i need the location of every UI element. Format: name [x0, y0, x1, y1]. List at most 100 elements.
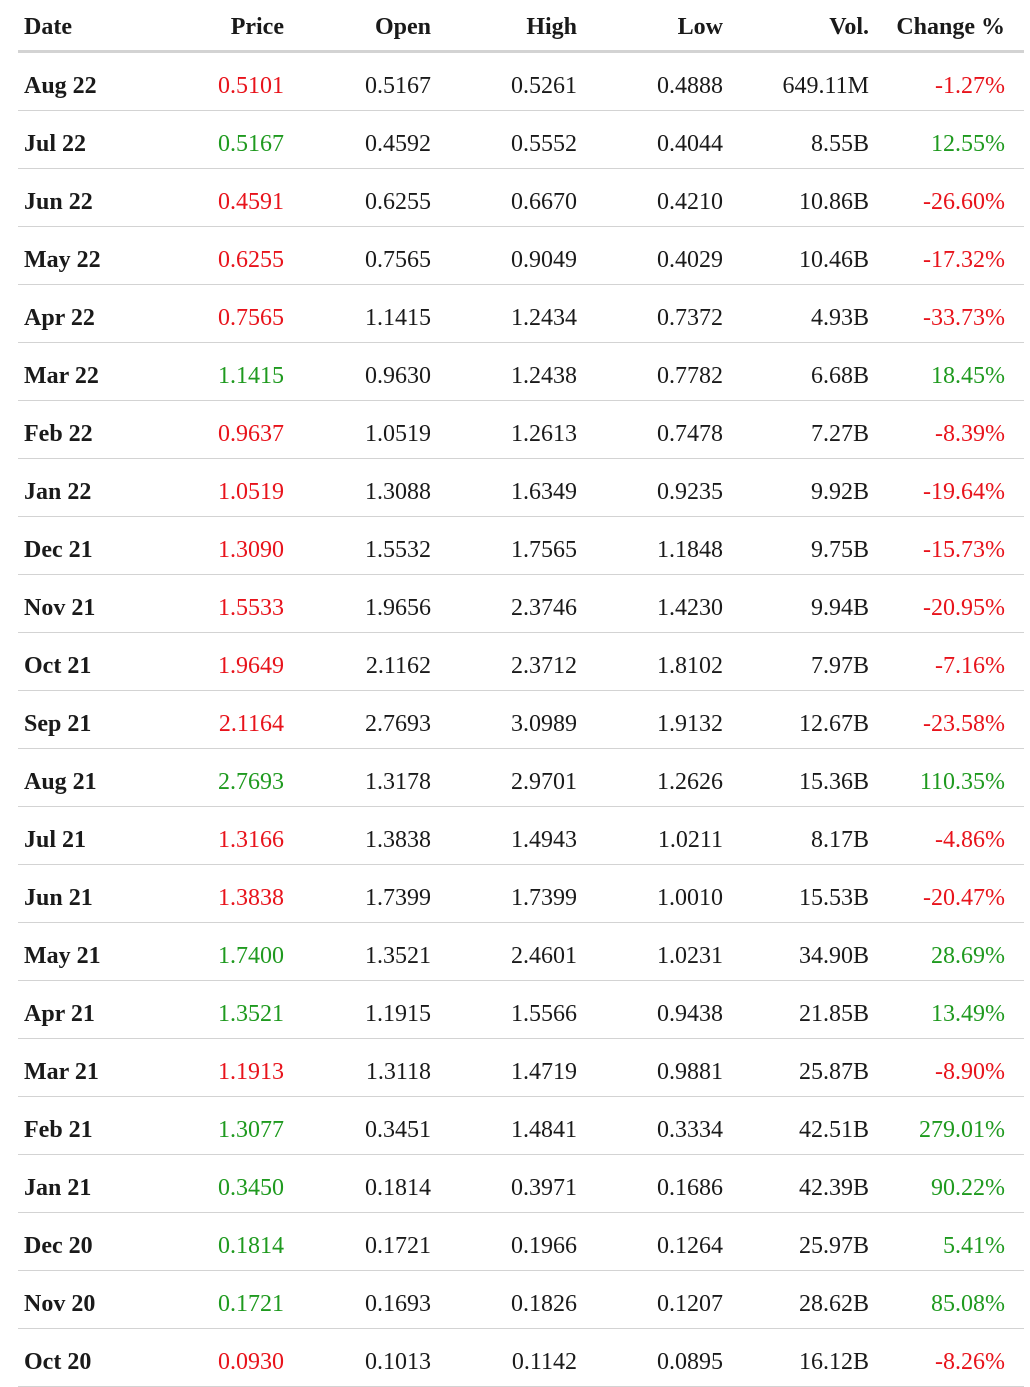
change-percent-cell: -26.60%	[923, 189, 1005, 215]
table-row: Mar 22 1.1415 0.9630 1.2438 0.7782 6.68B 18.45…	[18, 343, 1024, 401]
volume-cell: 25.97B	[798, 1233, 869, 1259]
table-row: Dec 20 0.1814 0.1721 0.1966 0.1264 25.97B 5.41…	[18, 1213, 1024, 1271]
low-cell: 0.7782	[657, 363, 723, 389]
high-cell: 0.1966	[511, 1233, 577, 1259]
high-cell: 2.3746	[511, 595, 577, 621]
volume-cell: 15.53B	[798, 885, 869, 911]
price-cell: 2.1164	[218, 711, 284, 737]
date-cell: Nov 21	[24, 595, 96, 621]
change-percent-cell: 279.01%	[919, 1117, 1005, 1143]
column-header-high[interactable]: High	[526, 13, 577, 40]
change-percent-cell: 5.41%	[943, 1233, 1005, 1259]
volume-cell: 16.12B	[798, 1349, 869, 1375]
change-percent-cell: -8.90%	[935, 1059, 1005, 1085]
open-cell: 0.1693	[365, 1291, 431, 1317]
table-row: Sep 21 2.1164 2.7693 3.0989 1.9132 12.67B -23.…	[18, 691, 1024, 749]
high-cell: 1.4719	[511, 1059, 577, 1085]
volume-cell: 4.93B	[810, 305, 869, 331]
open-cell: 1.1415	[365, 305, 431, 331]
change-percent-cell: -8.39%	[935, 421, 1005, 447]
volume-cell: 9.92B	[810, 479, 869, 505]
price-cell: 1.1415	[218, 363, 284, 389]
table-row: Jun 22 0.4591 0.6255 0.6670 0.4210 10.86B -26.…	[18, 169, 1024, 227]
volume-cell: 10.86B	[798, 189, 869, 215]
price-cell: 0.9637	[218, 421, 284, 447]
low-cell: 0.7372	[657, 305, 723, 331]
price-cell: 0.3450	[218, 1175, 284, 1201]
high-cell: 0.9049	[511, 247, 577, 273]
table-row: Aug 22 0.5101 0.5167 0.5261 0.4888 649.11M -1.…	[18, 53, 1024, 111]
change-percent-cell: -33.73%	[923, 305, 1005, 331]
low-cell: 0.4029	[657, 247, 723, 273]
low-cell: 0.4210	[657, 189, 723, 215]
high-cell: 2.9701	[511, 769, 577, 795]
low-cell: 0.4888	[657, 73, 723, 99]
column-header-change[interactable]: Change %	[896, 13, 1005, 40]
price-history-table: Date Price Open High Low Vol. Change % A…	[18, 0, 1024, 1387]
change-percent-cell: 110.35%	[919, 769, 1005, 795]
price-cell: 0.7565	[218, 305, 284, 331]
high-cell: 0.3971	[511, 1175, 577, 1201]
date-cell: Jul 21	[24, 827, 87, 853]
column-header-open[interactable]: Open	[374, 13, 431, 40]
change-percent-cell: -15.73%	[923, 537, 1005, 563]
volume-cell: 28.62B	[798, 1291, 869, 1317]
open-cell: 1.3088	[365, 479, 431, 505]
volume-cell: 15.36B	[798, 769, 869, 795]
open-cell: 0.9630	[365, 363, 431, 389]
high-cell: 1.2613	[511, 421, 577, 447]
change-percent-cell: -1.27%	[935, 73, 1005, 99]
high-cell: 1.6349	[511, 479, 577, 505]
low-cell: 1.9132	[657, 711, 723, 737]
table-row: Oct 21 1.9649 2.1162 2.3712 1.8102 7.97B -7.16…	[18, 633, 1024, 691]
price-cell: 1.3166	[218, 827, 284, 853]
volume-cell: 21.85B	[798, 1001, 869, 1027]
change-percent-cell: 13.49%	[931, 1001, 1005, 1027]
volume-cell: 8.17B	[810, 827, 869, 853]
open-cell: 1.3178	[365, 769, 431, 795]
high-cell: 0.6670	[511, 189, 577, 215]
volume-cell: 649.11M	[782, 73, 869, 99]
open-cell: 0.4592	[365, 131, 431, 157]
high-cell: 0.1826	[511, 1291, 577, 1317]
high-cell: 1.7565	[511, 537, 577, 563]
change-percent-cell: -8.26%	[935, 1349, 1005, 1375]
date-cell: Mar 22	[24, 363, 99, 389]
date-cell: May 22	[24, 247, 101, 273]
column-header-price[interactable]: Price	[230, 13, 284, 40]
low-cell: 0.7478	[657, 421, 723, 447]
open-cell: 1.3521	[365, 943, 431, 969]
date-cell: Apr 21	[24, 1001, 95, 1027]
open-cell: 0.6255	[365, 189, 431, 215]
low-cell: 1.0010	[657, 885, 723, 911]
date-cell: Jul 22	[24, 131, 87, 157]
table-row: Oct 20 0.0930 0.1013 0.1142 0.0895 16.12B -8.2…	[18, 1329, 1024, 1387]
date-cell: Dec 21	[24, 537, 93, 563]
column-header-volume[interactable]: Vol.	[829, 13, 869, 40]
open-cell: 1.1915	[365, 1001, 431, 1027]
low-cell: 0.4044	[657, 131, 723, 157]
table-row: Aug 21 2.7693 1.3178 2.9701 1.2626 15.36B 110.…	[18, 749, 1024, 807]
volume-cell: 42.39B	[798, 1175, 869, 1201]
date-cell: Mar 21	[24, 1059, 99, 1085]
volume-cell: 25.87B	[798, 1059, 869, 1085]
table-row: Jun 21 1.3838 1.7399 1.7399 1.0010 15.53B -20.…	[18, 865, 1024, 923]
low-cell: 0.1686	[657, 1175, 723, 1201]
high-cell: 1.5566	[511, 1001, 577, 1027]
date-cell: Jan 21	[24, 1175, 92, 1201]
table-row: Feb 22 0.9637 1.0519 1.2613 0.7478 7.27B -8.39…	[18, 401, 1024, 459]
column-header-date[interactable]: Date	[24, 13, 72, 40]
table-row: Jan 22 1.0519 1.3088 1.6349 0.9235 9.92B -19.6…	[18, 459, 1024, 517]
column-header-low[interactable]: Low	[677, 13, 723, 40]
open-cell: 0.1721	[365, 1233, 431, 1259]
high-cell: 1.4943	[511, 827, 577, 853]
open-cell: 0.5167	[365, 73, 431, 99]
date-cell: Jan 22	[24, 479, 92, 505]
table-row: Mar 21 1.1913 1.3118 1.4719 0.9881 25.87B -8.9…	[18, 1039, 1024, 1097]
price-cell: 0.1721	[218, 1291, 284, 1317]
date-cell: Oct 21	[24, 653, 92, 679]
date-cell: Jun 22	[24, 189, 93, 215]
change-percent-cell: -20.47%	[923, 885, 1005, 911]
date-cell: Jun 21	[24, 885, 93, 911]
open-cell: 0.1013	[365, 1349, 431, 1375]
